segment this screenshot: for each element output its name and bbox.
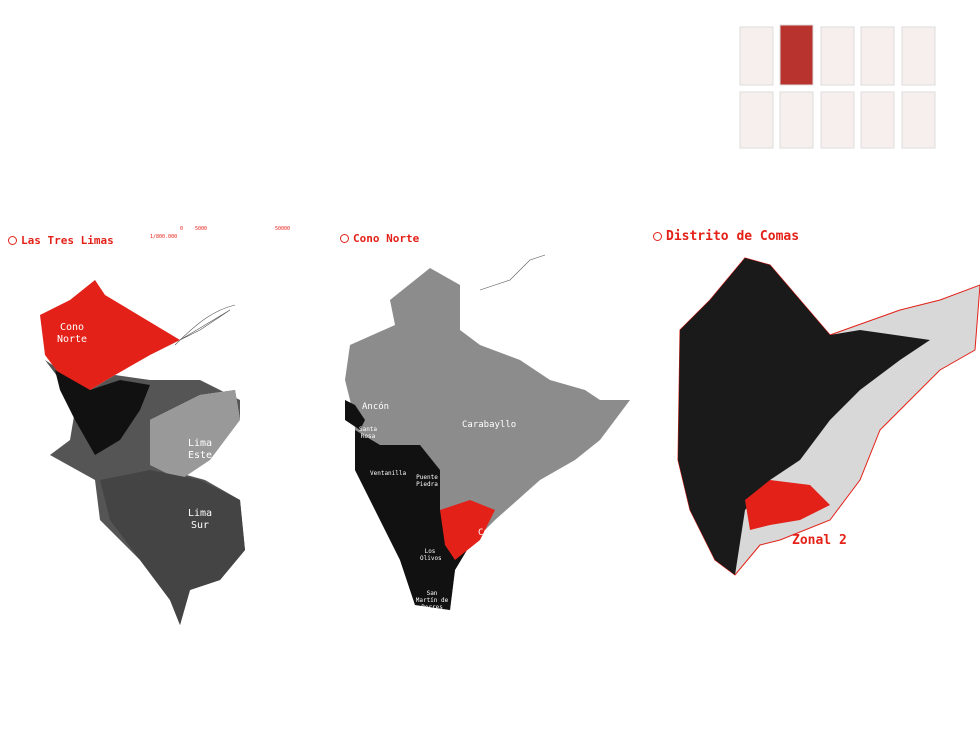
- title-text: Distrito de Comas: [666, 229, 800, 244]
- region-label: Cono Norte: [56, 322, 88, 345]
- booklet-thumbnails: [739, 24, 936, 149]
- district-label: Ancón: [362, 402, 390, 412]
- scale-tick: 5000: [195, 226, 208, 232]
- title-text: Cono Norte: [353, 232, 420, 245]
- cono-norte-map: [345, 254, 630, 610]
- district-label: Ventanilla: [370, 470, 407, 477]
- scale-ratio: 1/800.000: [150, 234, 178, 240]
- lima-map: [40, 280, 245, 625]
- panel-title: Las Tres Limas: [8, 234, 114, 247]
- panel-title: Cono Norte: [340, 232, 419, 245]
- title-text: Las Tres Limas: [21, 234, 114, 247]
- district-label: Comas: [478, 528, 506, 538]
- region-label: Lima Sur: [187, 508, 213, 531]
- panel-title: Distrito de Comas: [653, 229, 799, 244]
- district-label: Santa Rosa: [358, 426, 378, 440]
- region-label: Lima Este: [187, 438, 213, 461]
- district-label: Los Olivos: [420, 548, 442, 562]
- scale-tick: 50000: [275, 226, 291, 232]
- zone-label: Zonal 2: [792, 533, 847, 548]
- district-label: Carabayllo: [462, 420, 517, 430]
- district-label: San Martín de Porres: [415, 590, 449, 611]
- comas-map: [677, 257, 980, 576]
- district-label: Puente Piedra: [416, 474, 438, 488]
- scale-tick: 0: [180, 226, 184, 232]
